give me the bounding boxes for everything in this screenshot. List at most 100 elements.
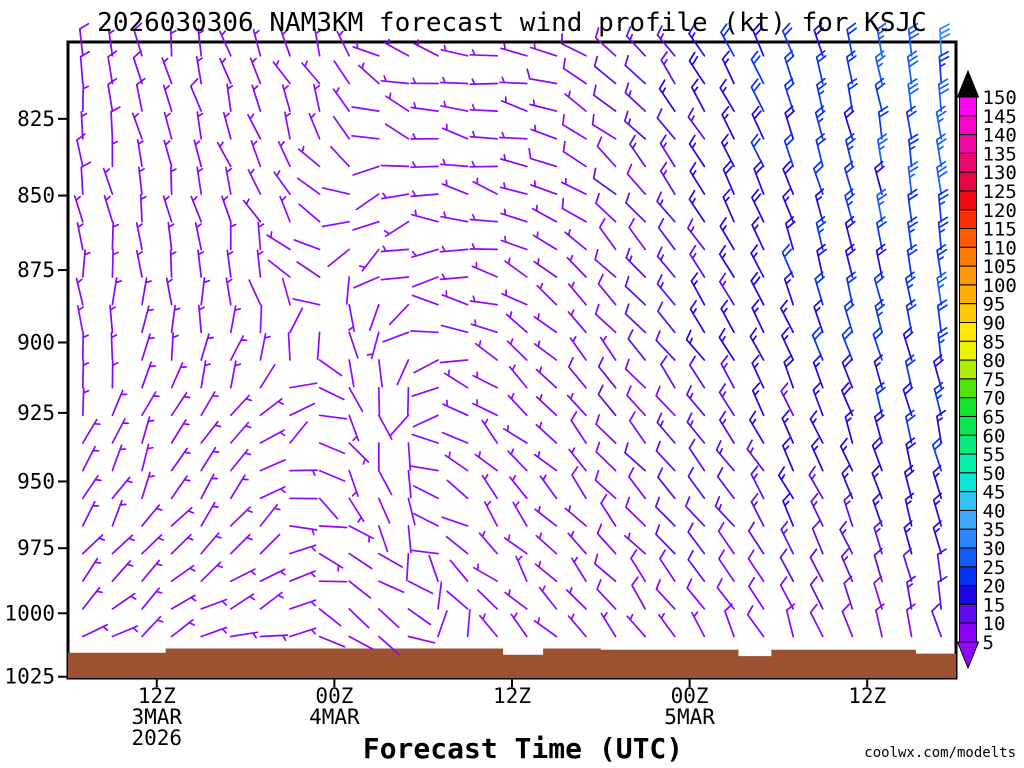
wind-barb <box>936 548 947 583</box>
wind-barb <box>110 106 121 140</box>
y-tick-label: 1000 <box>4 601 55 625</box>
wind-barb <box>937 216 949 251</box>
wind-barb <box>412 414 439 428</box>
wind-barb <box>809 603 824 638</box>
wind-barb <box>630 549 647 583</box>
wind-barb <box>289 627 317 638</box>
wind-barb <box>389 414 410 437</box>
wind-barb <box>902 326 914 361</box>
wind-barb <box>780 382 795 417</box>
colorbar-label: 55 <box>983 444 1006 466</box>
wind-barb <box>625 26 647 57</box>
wind-barb <box>720 299 735 334</box>
wind-barb <box>283 111 291 140</box>
wind-barb <box>594 553 617 583</box>
wind-barb <box>348 303 356 333</box>
wind-barb <box>141 391 160 417</box>
wind-barb <box>318 552 344 572</box>
wind-barb <box>170 619 196 638</box>
wind-barb <box>750 493 765 527</box>
wind-barb <box>656 25 676 57</box>
wind-barb <box>592 167 617 195</box>
wind-barb <box>229 421 252 444</box>
x-tick-label: 4MAR <box>309 705 360 729</box>
wind-barb <box>780 520 795 555</box>
colorbar-band <box>959 566 977 587</box>
wind-barb <box>109 304 116 334</box>
wind-barb <box>628 467 647 500</box>
wind-barb <box>445 535 469 555</box>
wind-barb <box>721 105 735 140</box>
wind-barb <box>751 188 765 223</box>
wind-barb <box>596 523 617 555</box>
wind-barb <box>377 525 389 553</box>
wind-barb <box>596 136 617 168</box>
wind-barb <box>103 195 114 223</box>
wind-barb <box>906 575 916 610</box>
wind-barb <box>413 39 439 57</box>
wind-barb <box>107 28 115 57</box>
wind-barb <box>111 389 128 417</box>
wind-barb <box>939 23 951 57</box>
wind-barb <box>594 303 617 334</box>
wind-barb <box>348 386 364 413</box>
wind-barb <box>719 78 735 112</box>
wind-barb <box>443 369 469 389</box>
wind-barb <box>333 60 351 85</box>
colorbar-label: 135 <box>983 143 1017 165</box>
wind-barb <box>351 134 380 140</box>
wind-barb <box>318 635 346 648</box>
wind-barb <box>688 438 706 472</box>
wind-barb <box>500 153 528 168</box>
wind-barb <box>470 319 499 334</box>
colorbar-label: 120 <box>983 200 1017 222</box>
wind-barb <box>479 613 499 638</box>
wind-barb <box>631 576 647 610</box>
wind-barb <box>352 220 380 231</box>
y-tick-label: 825 <box>17 107 55 131</box>
wind-barb <box>481 473 499 500</box>
wind-barb <box>507 392 528 417</box>
colorbar-label: 5 <box>983 632 994 654</box>
wind-barb <box>814 271 825 306</box>
wind-barb <box>688 189 706 223</box>
wind-barb <box>384 123 410 140</box>
wind-barb <box>905 437 917 472</box>
wind-barb <box>871 437 883 472</box>
wind-barb <box>469 160 499 168</box>
wind-barb <box>750 78 765 112</box>
wind-barb <box>722 188 735 223</box>
wind-barb <box>439 245 469 253</box>
wind-barb <box>655 385 676 417</box>
wind-barb <box>533 313 558 334</box>
wind-barb <box>931 603 943 638</box>
wind-barb <box>298 203 321 223</box>
wind-barb <box>195 56 203 85</box>
wind-barb <box>162 84 173 112</box>
wind-barb <box>875 381 886 417</box>
y-tick-label: 850 <box>17 184 55 208</box>
wind-barb <box>219 57 232 85</box>
wind-barb <box>377 552 404 568</box>
wind-barb <box>111 444 127 472</box>
wind-barb <box>170 362 188 389</box>
colorbar-band <box>959 228 977 248</box>
wind-barb <box>469 78 499 86</box>
wind-barb <box>256 249 264 278</box>
wind-barb <box>625 192 647 223</box>
wind-barb <box>500 96 528 112</box>
colorbar-band <box>959 265 977 286</box>
wind-barb <box>500 235 528 251</box>
wind-barb <box>937 327 949 361</box>
wind-barb <box>441 516 469 527</box>
wind-barb <box>500 43 528 57</box>
wind-barb <box>564 228 587 251</box>
colorbar-label: 115 <box>983 219 1017 241</box>
wind-barb <box>377 414 393 440</box>
colorbar-band <box>959 190 977 211</box>
wind-barb <box>190 195 203 223</box>
wind-barb <box>226 83 234 112</box>
wind-barb <box>440 100 469 112</box>
wind-barb <box>816 77 827 112</box>
colorbar-label: 30 <box>983 538 1006 560</box>
